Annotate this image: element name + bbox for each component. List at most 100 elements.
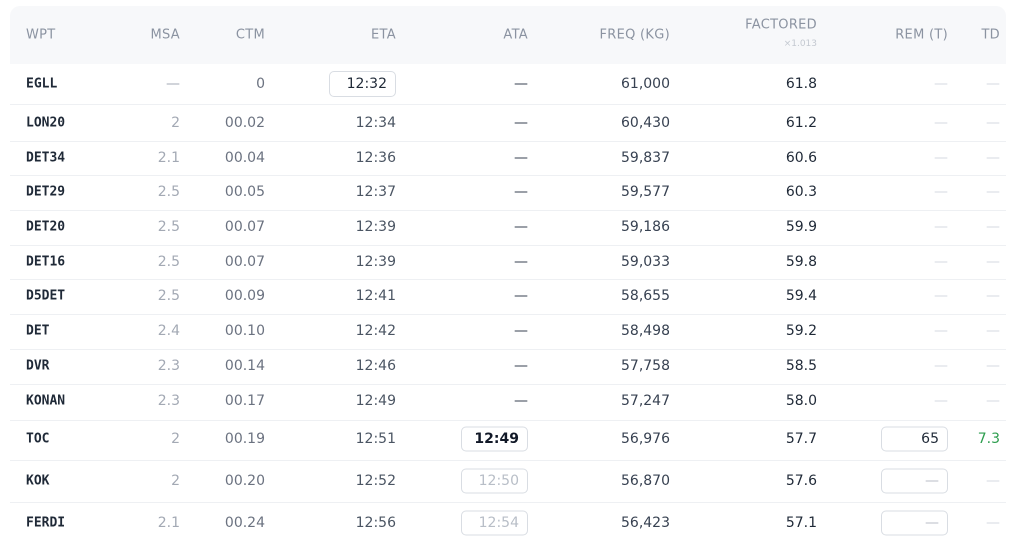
cell-value: 12:54 bbox=[478, 515, 519, 531]
cell-value: 12:41 bbox=[355, 288, 396, 304]
cell-value: — bbox=[934, 184, 948, 200]
cell-value: 00.19 bbox=[224, 431, 265, 447]
cell-value: 12:49 bbox=[474, 431, 519, 447]
cell-value: — bbox=[514, 115, 528, 131]
cell-value: 58,655 bbox=[621, 288, 670, 304]
cell-value: 12:34 bbox=[355, 115, 396, 131]
cell-value: 2.4 bbox=[157, 323, 180, 339]
waypoint: DET34 bbox=[26, 150, 66, 166]
row-divider bbox=[10, 104, 1006, 105]
cell-value: 2 bbox=[171, 431, 180, 447]
cell-value: 12:46 bbox=[355, 358, 396, 374]
input-box[interactable] bbox=[461, 510, 528, 536]
cell-value: 00.09 bbox=[224, 288, 265, 304]
cell-value: 58.5 bbox=[785, 358, 817, 374]
cell-value: 2.3 bbox=[157, 393, 180, 409]
cell-value: — bbox=[986, 358, 1000, 374]
cell-value: — bbox=[514, 150, 528, 166]
header-bar bbox=[10, 6, 1006, 64]
cell-value: 00.20 bbox=[224, 473, 265, 489]
cell-value: 59.4 bbox=[785, 288, 817, 304]
cell-value: — bbox=[514, 358, 528, 374]
cell-value: — bbox=[986, 254, 1000, 270]
cell-value: 0 bbox=[256, 76, 265, 92]
input-box[interactable] bbox=[461, 426, 528, 452]
cell-value: 12:50 bbox=[478, 473, 519, 489]
row-divider bbox=[10, 349, 1006, 350]
cell-value: — bbox=[934, 115, 948, 131]
cell-value: — bbox=[934, 323, 948, 339]
input-box[interactable] bbox=[329, 71, 396, 97]
cell-value: — bbox=[934, 358, 948, 374]
column-header: CTM bbox=[235, 27, 265, 43]
column-header: WPT bbox=[26, 27, 56, 43]
cell-value: 00.05 bbox=[224, 184, 265, 200]
cell-value: — bbox=[986, 219, 1000, 235]
cell-value: 65 bbox=[921, 431, 939, 447]
waypoint: EGLL bbox=[26, 76, 58, 92]
input-box[interactable] bbox=[881, 468, 948, 494]
cell-value: 2.5 bbox=[157, 288, 180, 304]
cell-value: 12:39 bbox=[355, 219, 396, 235]
cell-value: 00.07 bbox=[224, 219, 265, 235]
cell-value: 12:32 bbox=[346, 76, 387, 92]
column-header: MSA bbox=[150, 27, 180, 43]
cell-value: 56,423 bbox=[621, 515, 670, 531]
cell-value: 59.9 bbox=[785, 219, 817, 235]
cell-value: — bbox=[934, 76, 948, 92]
row-divider bbox=[10, 420, 1006, 421]
waypoint: DET20 bbox=[26, 219, 66, 235]
row-divider bbox=[10, 245, 1006, 246]
cell-value: 61.2 bbox=[785, 115, 817, 131]
cell-value: — bbox=[514, 323, 528, 339]
waypoint: KONAN bbox=[26, 393, 66, 409]
cell-value: — bbox=[514, 184, 528, 200]
cell-value: — bbox=[934, 288, 948, 304]
cell-value: 00.02 bbox=[224, 115, 265, 131]
waypoint: KOK bbox=[26, 473, 50, 489]
cell-value: — bbox=[514, 254, 528, 270]
input-box[interactable] bbox=[881, 426, 948, 452]
cell-value: 59.2 bbox=[785, 323, 817, 339]
waypoint: TOC bbox=[26, 431, 50, 447]
cell-value: 2.1 bbox=[157, 150, 180, 166]
cell-value: 57,247 bbox=[621, 393, 670, 409]
input-box[interactable] bbox=[461, 468, 528, 494]
cell-value: 7.3 bbox=[977, 431, 1000, 447]
cell-value: 12:37 bbox=[355, 184, 396, 200]
cell-value: 59,033 bbox=[621, 254, 670, 270]
cell-value: 12:42 bbox=[355, 323, 396, 339]
cell-value: — bbox=[166, 76, 180, 92]
cell-value: — bbox=[986, 288, 1000, 304]
cell-value: 56,976 bbox=[621, 431, 670, 447]
cell-value: 12:51 bbox=[355, 431, 396, 447]
cell-value: 2.3 bbox=[157, 358, 180, 374]
cell-value: — bbox=[925, 473, 939, 489]
cell-value: — bbox=[986, 473, 1000, 489]
cell-value: — bbox=[934, 219, 948, 235]
cell-value: 61,000 bbox=[621, 76, 670, 92]
waypoint: LON20 bbox=[26, 115, 66, 131]
cell-value: — bbox=[986, 76, 1000, 92]
cell-value: 12:36 bbox=[355, 150, 396, 166]
cell-value: — bbox=[986, 393, 1000, 409]
cell-value: — bbox=[986, 184, 1000, 200]
cell-value: 00.17 bbox=[224, 393, 265, 409]
cell-value: 60.6 bbox=[785, 150, 817, 166]
row-divider bbox=[10, 279, 1006, 280]
waypoint: D5DET bbox=[26, 288, 66, 304]
cell-value: — bbox=[934, 393, 948, 409]
cell-value: — bbox=[986, 515, 1000, 531]
input-box[interactable] bbox=[881, 510, 948, 536]
cell-value: — bbox=[514, 76, 528, 92]
cell-value: 57.6 bbox=[785, 473, 817, 489]
row-divider bbox=[10, 502, 1006, 503]
cell-value: — bbox=[934, 150, 948, 166]
cell-value: 59.8 bbox=[785, 254, 817, 270]
cell-value: 00.07 bbox=[224, 254, 265, 270]
cell-value: 59,577 bbox=[621, 184, 670, 200]
cell-value: 12:49 bbox=[355, 393, 396, 409]
cell-value: 2.5 bbox=[157, 219, 180, 235]
cell-value: 12:56 bbox=[355, 515, 396, 531]
